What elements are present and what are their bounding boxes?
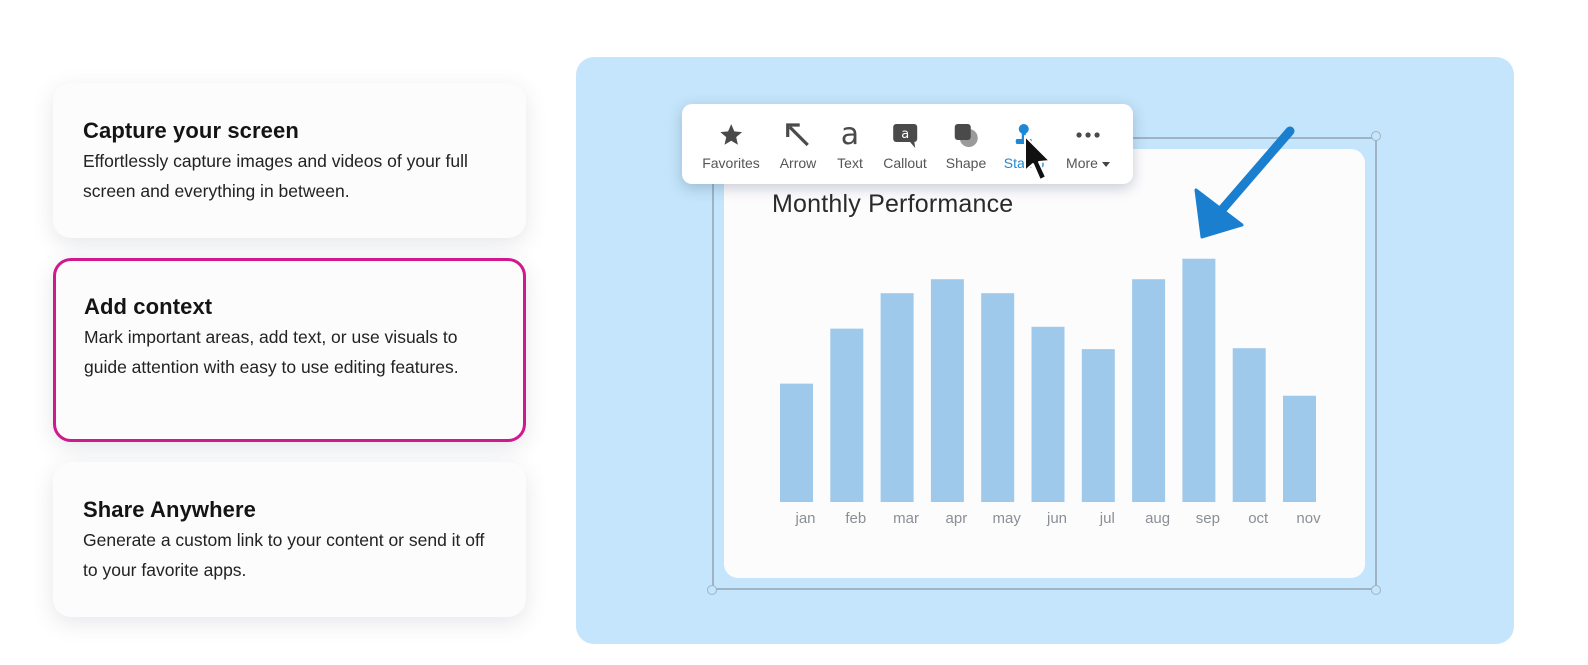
feature-card-capture[interactable]: Capture your screen Effortlessly capture…: [53, 83, 526, 238]
feature-card-add-context[interactable]: Add context Mark important areas, add te…: [53, 258, 526, 442]
tool-label: Arrow: [779, 155, 817, 171]
x-tick-label: jan: [794, 510, 815, 527]
x-tick-label: jul: [1099, 510, 1115, 527]
arrow-icon: [784, 120, 812, 150]
tool-label: Text: [837, 155, 863, 171]
star-icon: [718, 120, 744, 150]
feature-description: Effortlessly capture images and videos o…: [83, 151, 468, 201]
x-tick-label: jun: [1046, 510, 1067, 527]
bar-mar: [880, 293, 914, 502]
x-tick-label: may: [993, 510, 1022, 527]
tool-label: Shape: [945, 155, 987, 171]
feature-title: Add context: [84, 294, 213, 319]
bar-may: [981, 293, 1015, 502]
tool-text[interactable]: a Text: [837, 117, 863, 172]
bar-feb: [830, 328, 864, 502]
bar-jun: [1031, 326, 1065, 502]
x-tick-label: feb: [845, 510, 866, 527]
tool-callout[interactable]: a Callout: [883, 120, 927, 171]
bar-oct: [1232, 348, 1266, 502]
tool-label: More: [1066, 155, 1110, 171]
annotation-toolbar: Favorites Arrow a Text a Callout Shape S…: [682, 104, 1133, 184]
bar-chart: jan feb mar apr may jun jul aug sep oct nov: [780, 258, 1321, 527]
feature-description: Generate a custom link to your content o…: [83, 530, 485, 580]
tool-stamp[interactable]: Stamp: [1004, 120, 1044, 171]
resize-handle-bottom-left[interactable]: [707, 585, 717, 595]
x-tick-label: nov: [1296, 510, 1321, 527]
bar-apr: [930, 279, 964, 502]
feature-title: Capture your screen: [83, 118, 299, 143]
text-icon: a: [840, 117, 860, 152]
bar-aug: [1132, 279, 1166, 502]
callout-icon: a: [891, 120, 919, 150]
feature-title: Share Anywhere: [83, 497, 256, 522]
tool-label: Favorites: [702, 155, 760, 171]
tool-favorites[interactable]: Favorites: [702, 120, 760, 171]
x-tick-label: oct: [1248, 510, 1269, 527]
bar-sep: [1182, 258, 1216, 502]
tool-more[interactable]: More: [1066, 120, 1110, 171]
feature-card-share[interactable]: Share Anywhere Generate a custom link to…: [53, 462, 526, 617]
x-tick-label: apr: [946, 510, 968, 527]
tool-shape[interactable]: Shape: [946, 120, 986, 171]
chevron-down-icon: [1101, 161, 1110, 167]
x-tick-label: mar: [893, 510, 919, 527]
x-tick-label: aug: [1145, 510, 1170, 527]
resize-handle-top-right[interactable]: [1371, 131, 1381, 141]
x-tick-label: sep: [1196, 510, 1220, 527]
svg-text:a: a: [901, 127, 909, 142]
resize-handle-bottom-right[interactable]: [1371, 585, 1381, 595]
tool-label: Stamp: [1003, 155, 1045, 171]
chart-title: Monthly Performance: [772, 190, 1014, 218]
bar-nov: [1283, 395, 1316, 502]
bar-jul: [1081, 349, 1115, 502]
tool-label: Callout: [883, 155, 927, 171]
more-icon: [1074, 120, 1102, 150]
shape-icon: [952, 120, 980, 150]
bar-jan: [780, 383, 813, 502]
stamp-icon: [1010, 120, 1038, 150]
tool-arrow[interactable]: Arrow: [779, 120, 817, 171]
feature-description: Mark important areas, add text, or use v…: [84, 327, 459, 377]
